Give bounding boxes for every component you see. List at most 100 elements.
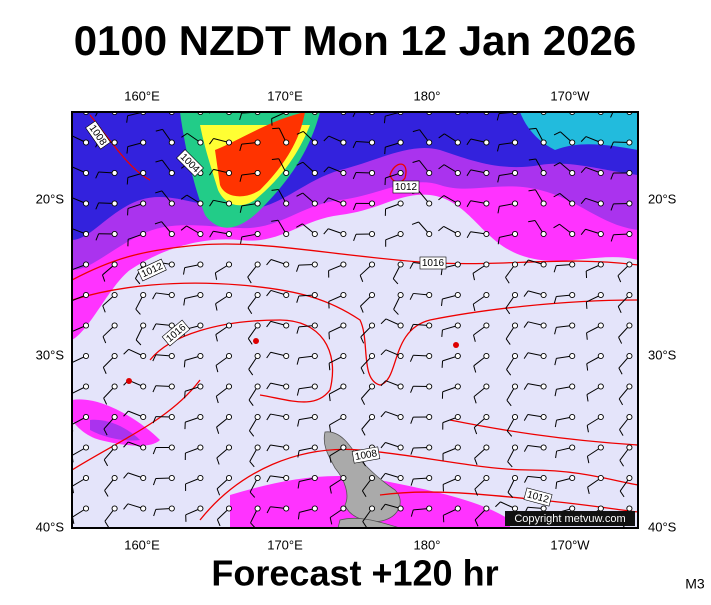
barb-station	[570, 475, 575, 480]
barb-station	[398, 475, 403, 480]
barb-station	[427, 384, 432, 389]
barb-station	[169, 475, 174, 480]
barb-station	[398, 445, 403, 450]
station-dot	[253, 338, 259, 344]
barb-station	[83, 323, 88, 328]
barb-station	[198, 292, 203, 297]
barb-station	[112, 292, 117, 297]
barb-station	[512, 506, 517, 511]
barb-feather	[182, 103, 188, 107]
barb-station	[570, 170, 575, 175]
barb-station	[83, 262, 88, 267]
barb-station	[598, 201, 603, 206]
barb-station	[284, 353, 289, 358]
barb-station	[198, 262, 203, 267]
barb-station	[455, 384, 460, 389]
barb-station	[570, 506, 575, 511]
barb-station	[226, 445, 231, 450]
barb-feather	[587, 333, 588, 340]
map-area	[66, 98, 638, 528]
barb-station	[141, 170, 146, 175]
barb-station	[512, 414, 517, 419]
lat-label-right: 40°S	[648, 519, 677, 534]
barb-station	[512, 262, 517, 267]
barb-feather	[530, 98, 537, 99]
barb-staff	[187, 103, 200, 112]
barb-station	[570, 231, 575, 236]
barb-station	[284, 506, 289, 511]
barb-station	[570, 414, 575, 419]
barb-station	[369, 231, 374, 236]
barb-station	[598, 475, 603, 480]
barb-station	[341, 140, 346, 145]
barb-station	[398, 140, 403, 145]
barb-station	[484, 506, 489, 511]
barb-station	[369, 292, 374, 297]
barb-feather	[272, 128, 279, 129]
barb-station	[541, 292, 546, 297]
barb-station	[627, 353, 632, 358]
barb-station	[369, 384, 374, 389]
barb-station	[570, 292, 575, 297]
barb-station	[427, 292, 432, 297]
barb-station	[255, 140, 260, 145]
barb-station	[341, 506, 346, 511]
barb-station	[226, 384, 231, 389]
station-dot	[126, 378, 132, 384]
barb-feather	[66, 166, 71, 171]
barb-station	[141, 506, 146, 511]
barb-station	[627, 262, 632, 267]
barb-station	[284, 292, 289, 297]
barb-station	[112, 384, 117, 389]
lon-label-bottom: 170°W	[550, 537, 590, 552]
barb-station	[627, 292, 632, 297]
barb-station	[169, 170, 174, 175]
barb-station	[541, 231, 546, 236]
barb-station	[398, 323, 403, 328]
barb-station	[255, 262, 260, 267]
barb-station	[169, 231, 174, 236]
barb-station	[226, 323, 231, 328]
barb-station	[284, 475, 289, 480]
barb-station	[112, 231, 117, 236]
barb-station	[284, 384, 289, 389]
barb-station	[312, 140, 317, 145]
forecast-label: Forecast +120 hr	[211, 553, 498, 594]
barb-station	[112, 506, 117, 511]
barb-station	[198, 445, 203, 450]
barb-station	[169, 506, 174, 511]
barb-feather	[442, 330, 443, 337]
barb-station	[369, 262, 374, 267]
barb-station	[112, 262, 117, 267]
barb-feather	[439, 103, 445, 107]
barb-feather	[184, 360, 185, 367]
barb-station	[255, 231, 260, 236]
barb-station	[226, 262, 231, 267]
barb-station	[598, 140, 603, 145]
barb-station	[83, 353, 88, 358]
barb-station	[226, 170, 231, 175]
barb-station	[255, 506, 260, 511]
barb-station	[198, 201, 203, 206]
barb-station	[312, 384, 317, 389]
barb-station	[284, 445, 289, 450]
barb-station	[198, 384, 203, 389]
barb-station	[198, 414, 203, 419]
barb-station	[484, 353, 489, 358]
barb-feather	[581, 106, 586, 111]
barb-station	[169, 414, 174, 419]
barb-station	[512, 201, 517, 206]
barb-station	[484, 292, 489, 297]
isobar-label-text: 1016	[422, 258, 445, 269]
barb-station	[455, 231, 460, 236]
barb-station	[141, 353, 146, 358]
barb-station	[369, 506, 374, 511]
barb-station	[570, 262, 575, 267]
barb-station	[484, 231, 489, 236]
barb-station	[312, 414, 317, 419]
barb-station	[83, 140, 88, 145]
barb-station	[541, 201, 546, 206]
barb-station	[284, 201, 289, 206]
barb-station	[484, 323, 489, 328]
